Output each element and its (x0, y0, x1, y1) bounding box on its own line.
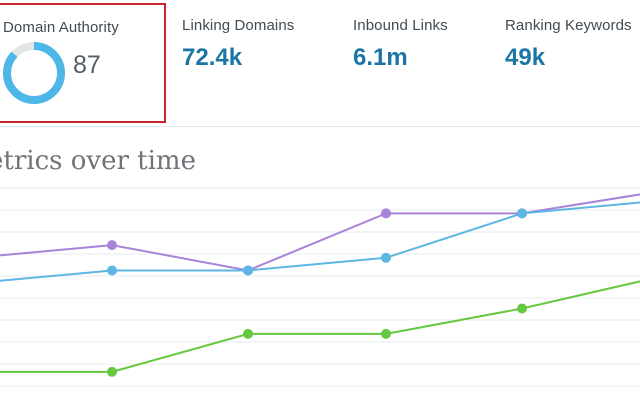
series-line-3 (0, 280, 640, 373)
inbound-links-label: Inbound Links (353, 17, 448, 34)
ranking-keywords-value: 49k (505, 44, 546, 71)
ranking-keywords-label: Ranking Keywords (505, 17, 632, 34)
series-3-point-1[interactable] (107, 366, 117, 377)
linking-domains-value: 72.4k (182, 44, 243, 71)
series-3-point-3[interactable] (381, 328, 391, 339)
series-2-point-1[interactable] (107, 265, 117, 276)
linking-domains-label: Linking Domains (182, 17, 295, 34)
domain-authority-value: 87 (73, 51, 101, 79)
series-2-point-2[interactable] (243, 265, 253, 276)
section-title: etrics over time (0, 146, 196, 176)
metrics-row: Domain Authority 87 Linking Domains 72.4… (0, 0, 640, 126)
series-2-point-3[interactable] (381, 252, 391, 263)
series-1-point-1[interactable] (107, 240, 117, 251)
series-3-point-2[interactable] (243, 328, 253, 339)
metrics-line-chart (0, 187, 640, 387)
series-line-2 (0, 201, 640, 282)
domain-authority-label: Domain Authority (3, 19, 119, 36)
inbound-links-value: 6.1m (353, 44, 408, 71)
ring-progress (3, 42, 65, 104)
series-line-1 (0, 193, 640, 272)
domain-authority-ring (3, 42, 65, 104)
series-3-point-4[interactable] (517, 303, 527, 314)
section-divider (0, 126, 640, 127)
series-2-point-4[interactable] (517, 208, 527, 219)
series-1-point-3[interactable] (381, 208, 391, 219)
metric-domain-authority[interactable]: Domain Authority 87 (0, 3, 166, 123)
